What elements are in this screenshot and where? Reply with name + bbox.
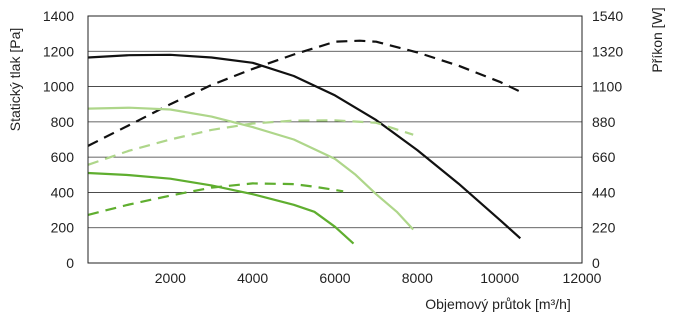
tick-labels: 0 200 400 600 800 1000 1200 1400 0 220 440 660 880 11… bbox=[43, 8, 624, 286]
power-curve bbox=[87, 119, 414, 166]
grid-lines bbox=[88, 50, 582, 229]
x-tick-label: 4000 bbox=[237, 270, 268, 286]
y2-tick-label: 1540 bbox=[592, 8, 623, 24]
y2-tick-label: 1320 bbox=[592, 43, 623, 59]
x-axis-title: Objemový průtok [m³/h] bbox=[425, 296, 571, 312]
y-tick-label: 0 bbox=[66, 255, 74, 271]
y-tick-label: 1000 bbox=[43, 79, 74, 95]
y2-tick-label: 440 bbox=[592, 184, 616, 200]
y-tick-label: 1200 bbox=[43, 43, 74, 59]
pressure-curve bbox=[87, 106, 415, 231]
y2-tick-label: 1100 bbox=[592, 79, 622, 95]
pressure-curve bbox=[87, 53, 522, 240]
x-tick-label: 6000 bbox=[319, 270, 350, 286]
y-tick-label: 800 bbox=[51, 114, 75, 130]
y2-tick-label: 660 bbox=[592, 149, 616, 165]
y-tick-label: 400 bbox=[51, 184, 75, 200]
x-tick-label: 2000 bbox=[155, 270, 186, 286]
y-tick-label: 600 bbox=[51, 149, 75, 165]
x-tick-label: 8000 bbox=[402, 270, 433, 286]
y2-tick-label: 0 bbox=[592, 255, 600, 271]
power-curve bbox=[87, 182, 344, 216]
x-tick-label: 12000 bbox=[563, 270, 602, 286]
y2-axis-title: Příkon [W] bbox=[649, 7, 665, 72]
plot-frame bbox=[87, 15, 583, 264]
y2-tick-label: 220 bbox=[592, 220, 616, 236]
y2-tick-label: 880 bbox=[592, 114, 616, 130]
power-curve bbox=[87, 39, 521, 147]
y-tick-label: 1400 bbox=[43, 8, 74, 24]
pressure-curve bbox=[87, 171, 355, 245]
y-tick-label: 200 bbox=[51, 220, 75, 236]
y-axis-title: Statický tlak [Pa] bbox=[7, 28, 23, 131]
plot-lines bbox=[87, 39, 522, 245]
x-tick-label: 10000 bbox=[480, 270, 519, 286]
